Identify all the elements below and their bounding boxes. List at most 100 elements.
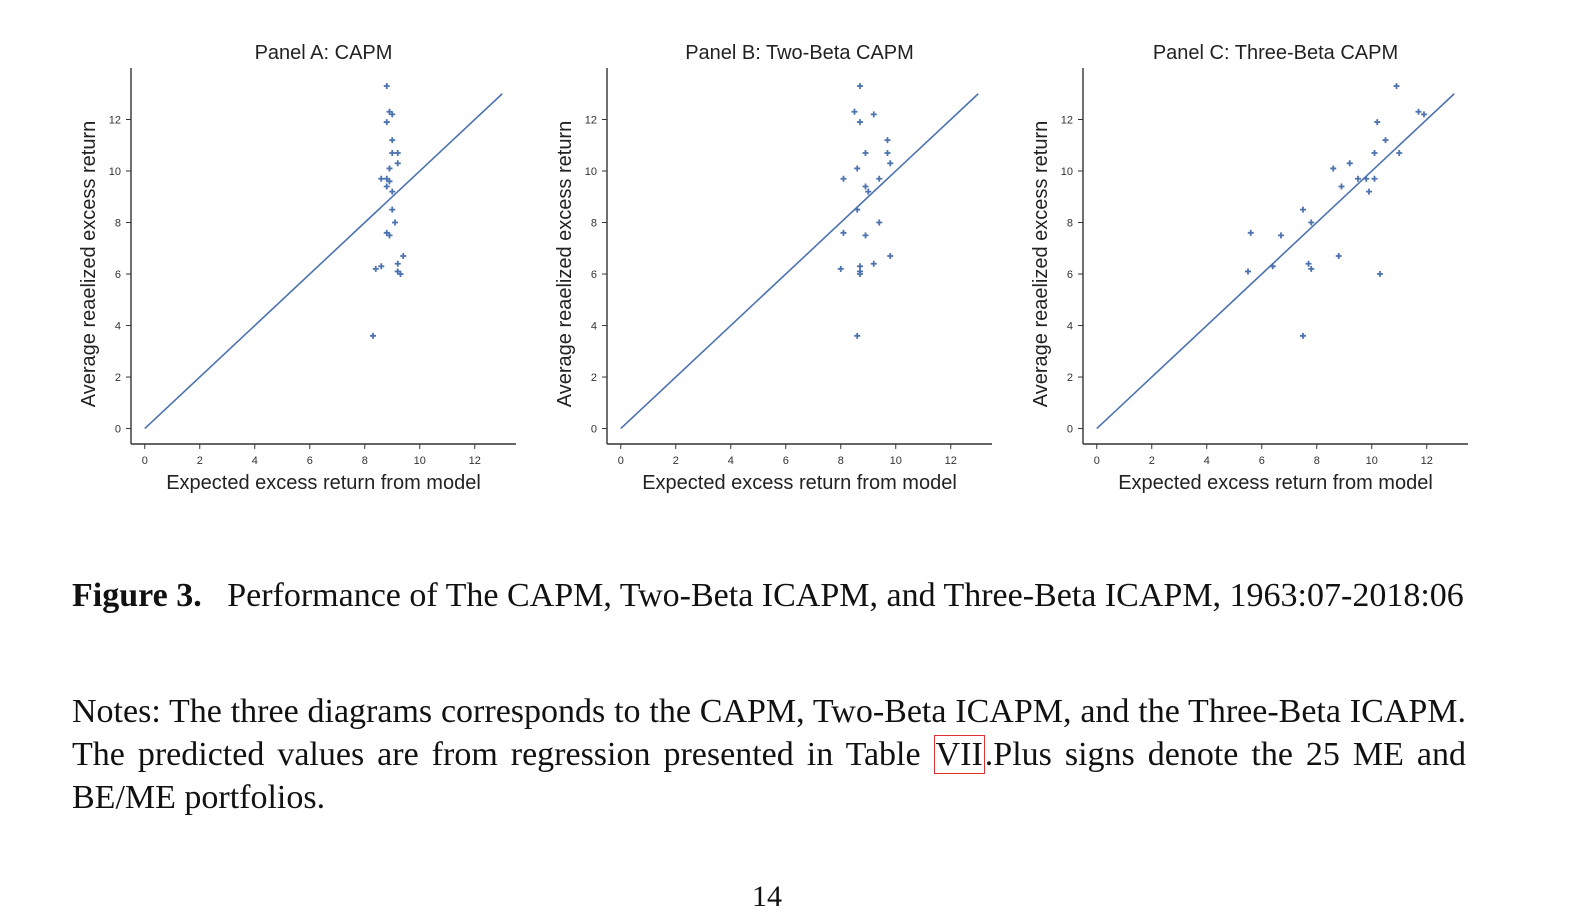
- x-tick-label: 6: [783, 455, 789, 467]
- data-point: [857, 119, 863, 126]
- reference-line: [144, 93, 503, 430]
- y-axis-label: Average reaelized excess return: [1030, 121, 1052, 407]
- y-tick-label: 8: [1067, 218, 1073, 230]
- data-point: [1393, 83, 1400, 90]
- data-point: [394, 160, 401, 167]
- data-point: [1300, 206, 1306, 213]
- data-point: [884, 137, 891, 144]
- figure-caption: Figure 3. Performance of The CAPM, Two-B…: [72, 574, 1466, 617]
- data-point: [862, 183, 869, 190]
- y-tick-label: 12: [109, 115, 121, 127]
- x-tick-label: 2: [197, 455, 203, 467]
- data-point: [1415, 108, 1422, 115]
- y-tick-label: 6: [591, 269, 597, 281]
- data-point: [1278, 232, 1284, 239]
- data-point: [370, 332, 376, 339]
- x-tick-label: 6: [307, 455, 313, 467]
- data-point: [1300, 332, 1306, 339]
- data-point: [840, 175, 847, 182]
- data-point: [837, 265, 844, 272]
- data-point: [392, 219, 398, 226]
- x-tick-label: 10: [1366, 455, 1378, 467]
- x-tick-label: 12: [1421, 455, 1433, 467]
- x-tick-label: 8: [362, 455, 368, 467]
- data-point: [857, 263, 863, 270]
- data-point: [862, 232, 869, 239]
- y-tick-label: 6: [115, 269, 121, 281]
- data-point: [1346, 160, 1353, 167]
- scatter-panels: Panel A: CAPM 0 2 4 6 8 10 12 0 2 4 6 8 10 12 Expected …: [78, 42, 1468, 494]
- data-point: [887, 160, 894, 167]
- x-tick-label: 10: [890, 455, 902, 467]
- data-point: [1247, 229, 1254, 236]
- data-point: [884, 149, 891, 156]
- figure-title: Performance of The CAPM, Two-Beta ICAPM,…: [227, 577, 1464, 614]
- y-tick-label: 6: [1067, 269, 1073, 281]
- data-point: [865, 188, 872, 195]
- y-tick-label: 8: [115, 218, 121, 230]
- x-tick-label: 0: [618, 455, 624, 467]
- y-tick-label: 10: [109, 166, 121, 178]
- data-point: [857, 271, 863, 278]
- data-point: [1363, 175, 1370, 182]
- data-point: [394, 260, 401, 267]
- data-point: [397, 271, 404, 278]
- data-point: [389, 111, 396, 118]
- figure-3: Panel A: CAPM 0 2 4 6 8 10 12 0 2 4 6 8 10 12 Expected …: [78, 42, 1468, 494]
- y-axis-label: Average reaelized excess return: [554, 121, 576, 407]
- y-tick-label: 12: [585, 115, 597, 127]
- data-point: [1371, 175, 1378, 182]
- data-point: [854, 206, 861, 213]
- data-point: [870, 260, 877, 267]
- data-point: [870, 111, 877, 118]
- table-reference-link[interactable]: VII: [933, 735, 985, 774]
- figure-notes: Notes: The three diagrams corresponds to…: [72, 690, 1466, 819]
- data-point: [378, 175, 385, 182]
- data-point: [383, 119, 390, 126]
- data-point: [854, 332, 861, 339]
- panel-2: Panel B: Two-Beta CAPM 0 2 4 6 8 10 12 0 2 4 6 8 10 12…: [554, 42, 992, 494]
- data-point: [1269, 263, 1276, 270]
- data-point: [394, 149, 401, 156]
- data-point: [857, 83, 863, 90]
- data-point: [1382, 137, 1389, 144]
- data-point: [389, 206, 396, 213]
- y-tick-label: 12: [1061, 115, 1073, 127]
- x-tick-label: 8: [838, 455, 844, 467]
- y-tick-label: 4: [1067, 321, 1073, 333]
- x-tick-label: 0: [1094, 455, 1100, 467]
- reference-line: [620, 93, 979, 430]
- data-point: [383, 83, 390, 90]
- panel-title: Panel A: CAPM: [255, 42, 393, 64]
- data-point: [1338, 183, 1345, 190]
- data-point: [887, 253, 894, 259]
- page-number: 14: [752, 880, 782, 913]
- data-point: [386, 165, 393, 172]
- notes-text-start: Notes: The three diagrams corresponds to…: [72, 693, 1466, 773]
- y-tick-label: 2: [1067, 372, 1073, 384]
- x-tick-label: 4: [1204, 455, 1210, 467]
- x-tick-label: 4: [252, 455, 258, 467]
- x-axis-label: Expected excess return from model: [1118, 472, 1433, 494]
- panel-title: Panel B: Two-Beta CAPM: [685, 42, 914, 64]
- data-point: [372, 265, 379, 272]
- data-point: [1366, 188, 1372, 195]
- x-tick-label: 6: [1259, 455, 1265, 467]
- data-point: [1371, 149, 1378, 156]
- panel-1: Panel A: CAPM 0 2 4 6 8 10 12 0 2 4 6 8 10 12 Expected …: [78, 42, 516, 494]
- data-point: [1421, 111, 1427, 118]
- y-tick-label: 2: [591, 372, 597, 384]
- data-point: [1374, 119, 1381, 126]
- figure-label: Figure 3.: [72, 577, 202, 614]
- reference-line: [1096, 93, 1455, 430]
- data-point: [862, 149, 869, 156]
- data-point: [840, 229, 847, 236]
- data-point: [1396, 149, 1403, 156]
- x-tick-label: 2: [1149, 455, 1155, 467]
- data-point: [1330, 165, 1337, 172]
- data-point: [876, 175, 883, 182]
- y-tick-label: 0: [591, 424, 597, 436]
- data-point: [1245, 268, 1251, 275]
- y-tick-label: 0: [1067, 424, 1073, 436]
- y-tick-label: 8: [591, 218, 597, 230]
